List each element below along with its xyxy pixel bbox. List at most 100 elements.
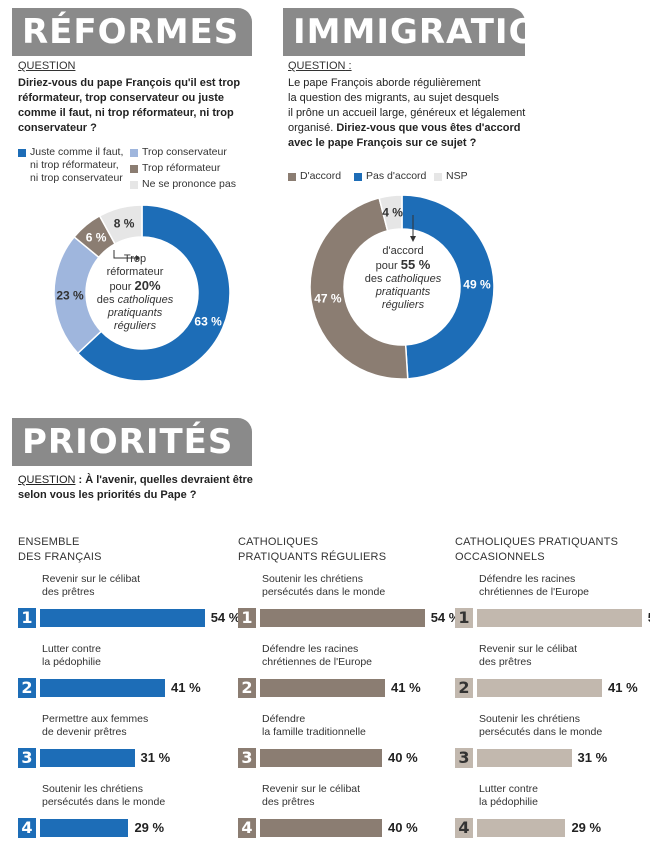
reformes-question: Diriez-vous du pape François qu'il est t… [18,76,258,136]
rank-badge: 4 [455,818,473,838]
rank-badge: 2 [238,678,256,698]
legend-swatch-juste [18,149,26,157]
bar-value-label: 54 % [430,610,461,625]
bar-value-label: 54 % [210,610,241,625]
rank-badge: 3 [455,748,473,768]
bar-item-label: Revenir sur le célibat des prêtres [262,783,361,808]
legend-line: ni trop conservateur [30,172,123,184]
center-italic: réguliers [113,320,157,332]
bar [477,609,642,627]
reformes-question-line: réformateur, trop conservateur ou juste [18,92,224,104]
priorites-question-label: QUESTION [18,474,76,486]
center-text: des [96,294,118,306]
bar-value-label: 54 [648,609,650,627]
bar [40,609,205,627]
rank-badge: 1 [455,608,473,628]
bar-value-label: 41 % [171,680,201,695]
center-text: pour [375,260,401,272]
bar-item-label: Défendre la famille traditionnelle [262,713,366,738]
rank-badge: 1 [238,608,256,628]
col-title-line: DES FRANÇAIS [18,551,102,563]
bar-item-label: Permettre aux femmes de devenir prêtres [42,713,149,738]
immigration-callout-arrow [410,215,416,242]
bar-value-label: 40 % [388,820,418,835]
bar-item-label: Lutter contre la pédophilie [479,783,538,808]
immigration-question-line: Le pape François aborde régulièrement [288,77,481,89]
reformes-question-label: QUESTION [18,60,76,72]
donut-slice [76,204,231,382]
donut-slice [309,196,409,380]
center-line: pour 20% [90,279,180,294]
bar [260,679,386,697]
reformes-callout-arrow [113,250,140,261]
center-line: des catholiques [90,294,180,307]
center-italic: réguliers [381,299,425,311]
center-italic: catholiques [385,273,442,285]
center-italic: catholiques [117,294,174,306]
bar [40,679,166,697]
legend-item-trop-reformateur: Trop réformateur [142,162,221,174]
reformes-question-line: Diriez-vous du pape François qu'il est t… [18,77,241,89]
reformes-banner: RÉFORMES [12,8,252,56]
col-title-occasionnels: CATHOLIQUES PRATIQUANTS OCCASIONNELS [455,535,618,565]
donut-slice [98,204,143,245]
legend-item-pas-daccord: Pas d'accord [366,170,427,182]
bar-item-label: Lutter contre la pédophilie [42,643,101,668]
col-title-line: PRATIQUANTS RÉGULIERS [238,551,387,563]
bar [40,749,135,767]
donut-slice-label: 6 % [86,231,107,245]
priorites-banner: PRIORITÉS [12,418,252,466]
question-bold: Diriez-vous que vous êtes d'accord [336,122,521,134]
legend-item-daccord: D'accord [300,170,342,182]
legend-swatch-trop-reformateur [130,165,138,173]
bar [40,819,129,837]
immigration-question-line: il prône un accueil large, généreux et l… [288,107,526,119]
col-title-line: ENSEMBLE [18,536,80,548]
donut-slice-label: 47 % [314,292,342,306]
reformes-donut-center-text: Trop réformateur pour 20% des catholique… [90,253,180,333]
immigration-question-line: la question des migrants, au sujet desqu… [288,92,499,104]
center-line: d'accord [382,245,424,257]
reformes-question-line: comme il faut, ni trop réformateur, ni t… [18,107,234,119]
rank-badge: 1 [18,608,36,628]
col-title-line: CATHOLIQUES PRATIQUANTS [455,536,619,548]
reformes-question-line: conservateur ? [18,122,97,134]
immigration-banner: IMMIGRATION [283,8,567,56]
legend-item-ne-se-prononce-pas: Ne se prononce pas [142,178,236,190]
rank-badge: 4 [18,818,36,838]
question-text: organisé. [288,122,337,134]
immigration-question-label-text: QUESTION [288,60,346,72]
col-title-line: OCCASIONNELS [455,551,545,563]
legend-swatch-nsp [130,181,138,189]
priorites-question: QUESTION : À l'avenir, quelles devraient… [18,473,318,503]
legend-swatch-trop-conservateur [130,149,138,157]
legend-item-juste: Juste comme il faut, ni trop réformateur… [30,146,123,185]
donut-slice [378,194,403,232]
bar [260,609,425,627]
bar-value-label: 41 % [608,680,638,695]
bar-value-label: 40 % [388,750,418,765]
immigration-question-label: QUESTION : [288,60,352,72]
bar-item-label: Soutenir les chrétiens persécutés dans le… [42,783,166,808]
col-title-reguliers: CATHOLIQUES PRATIQUANTS RÉGULIERS [238,535,386,565]
rank-badge: 2 [455,678,473,698]
legend-swatch-pas-daccord [354,173,362,181]
bar-item-label: Revenir sur le célibat des prêtres [479,643,578,668]
priorites-question-line: QUESTION : À l'avenir, quelles devraient… [18,473,318,488]
donut-slice-label: 4 % [382,206,403,220]
donut-slice-label: 23 % [56,288,84,302]
bar-item-label: Défendre les racines chrétiennes de l'Eur… [262,643,372,668]
bar-value-label: 29 % [134,820,165,835]
rank-badge: 4 [238,818,256,838]
bar [477,679,603,697]
rank-badge: 3 [238,748,256,768]
center-text: pour [109,281,135,293]
bar-item-label: Soutenir les chrétiens persécutés dans le… [262,573,386,598]
donut-slice [401,194,495,380]
reformes-donut-chart: 63 % 23 % 6 % 8 % [53,204,231,382]
bar [477,819,566,837]
priorites-question-line: selon vous les priorités du Pape ? [18,489,197,501]
bar-item-label: Soutenir les chrétiens persécutés dans le… [479,713,603,738]
col-title-line: CATHOLIQUES [238,536,319,548]
legend-item-nsp: NSP [446,170,468,182]
